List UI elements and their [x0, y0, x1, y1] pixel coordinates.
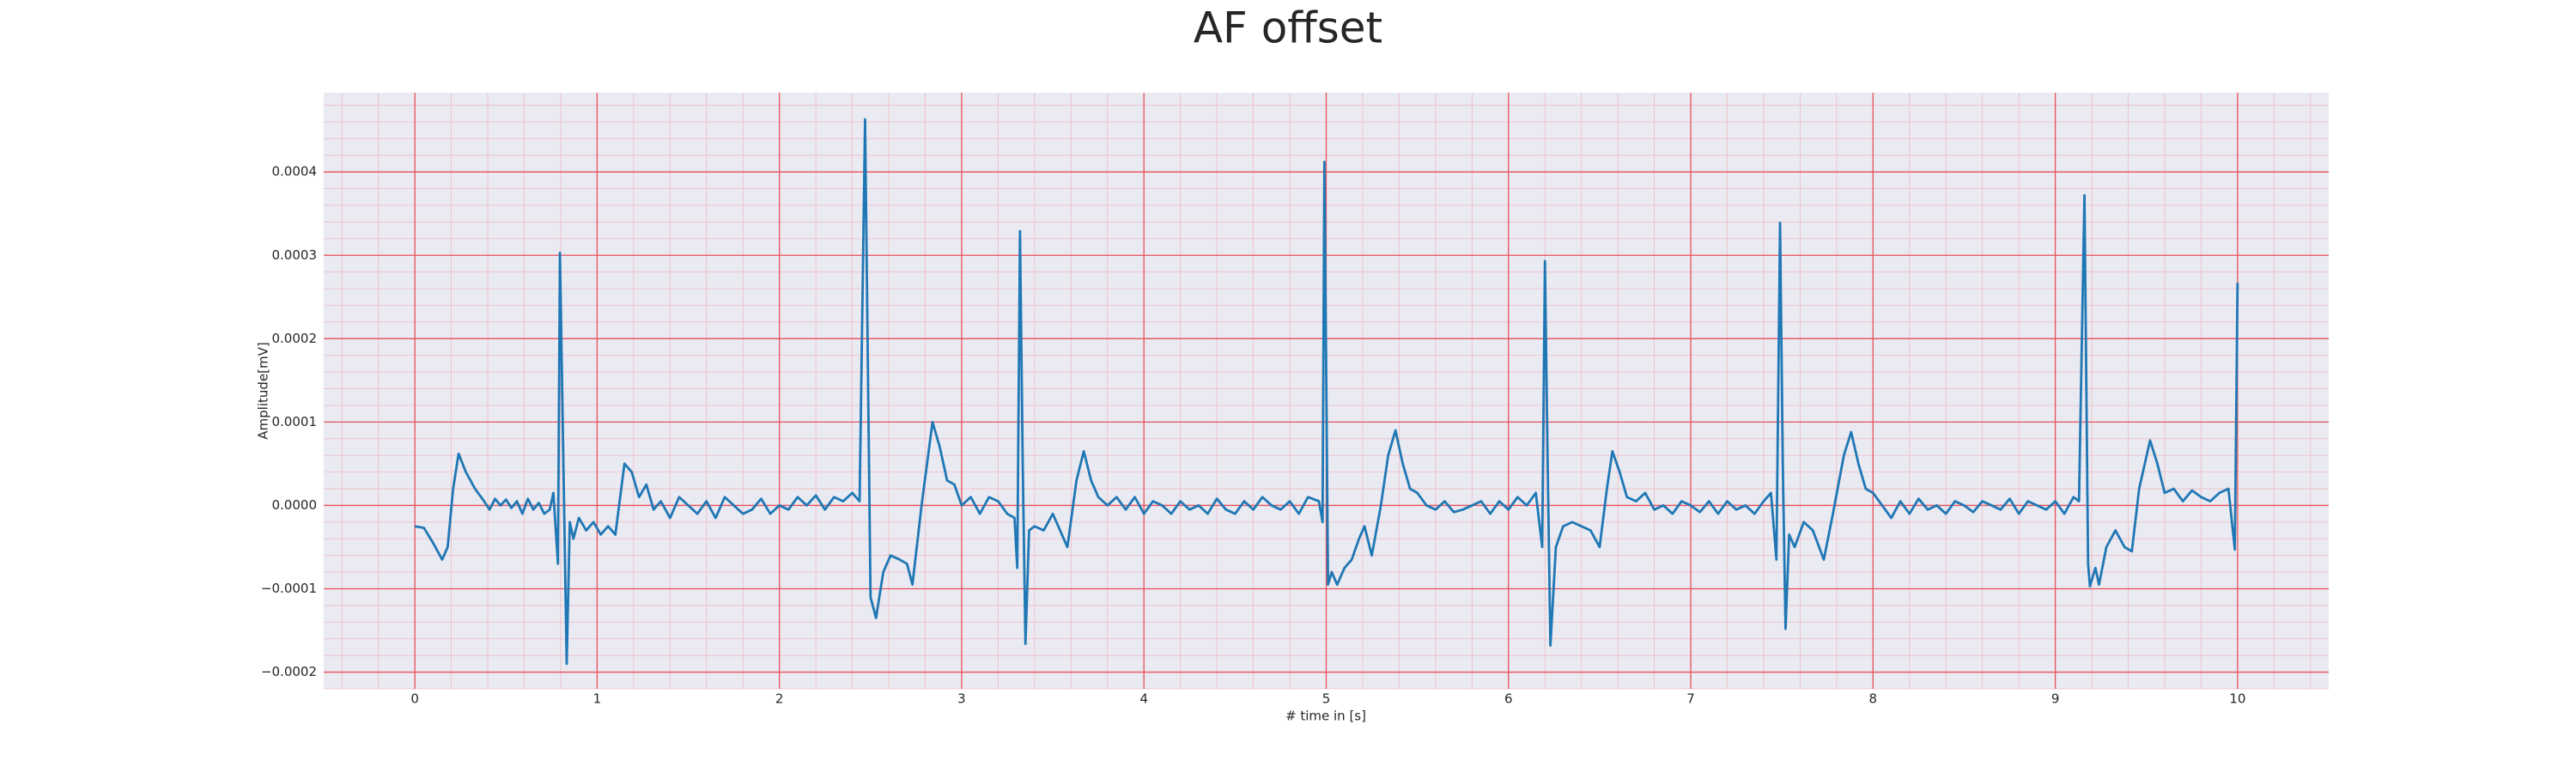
y-axis-label: Amplitude[mV] — [256, 342, 271, 439]
x-tick-label: 8 — [1869, 691, 1878, 707]
x-axis-label: # time in [s] — [1285, 709, 1366, 724]
x-tick-label: 7 — [1686, 691, 1695, 707]
signal-line — [414, 118, 2239, 666]
y-tick-label: 0.0003 — [272, 247, 318, 263]
x-tick-label: 9 — [2051, 691, 2060, 707]
y-tick-label: 0.0001 — [272, 414, 318, 429]
x-tick-label: 2 — [775, 691, 784, 707]
x-tick-label: 10 — [2229, 691, 2245, 707]
y-tick-label: 0.0004 — [272, 164, 318, 180]
x-tick-label: 6 — [1504, 691, 1513, 707]
x-tick-label: 1 — [593, 691, 602, 707]
x-tick-label: 3 — [957, 691, 966, 707]
x-tick-label: 0 — [410, 691, 419, 707]
x-tick-label: 5 — [1322, 691, 1331, 707]
x-tick-label: 4 — [1139, 691, 1148, 707]
y-tick-label: 0.0002 — [272, 331, 318, 346]
y-tick-label: −0.0002 — [261, 664, 317, 679]
y-tick-label: −0.0001 — [261, 581, 317, 596]
chart-title: AF offset — [1194, 3, 1382, 53]
y-tick-label: 0.0000 — [272, 497, 318, 513]
